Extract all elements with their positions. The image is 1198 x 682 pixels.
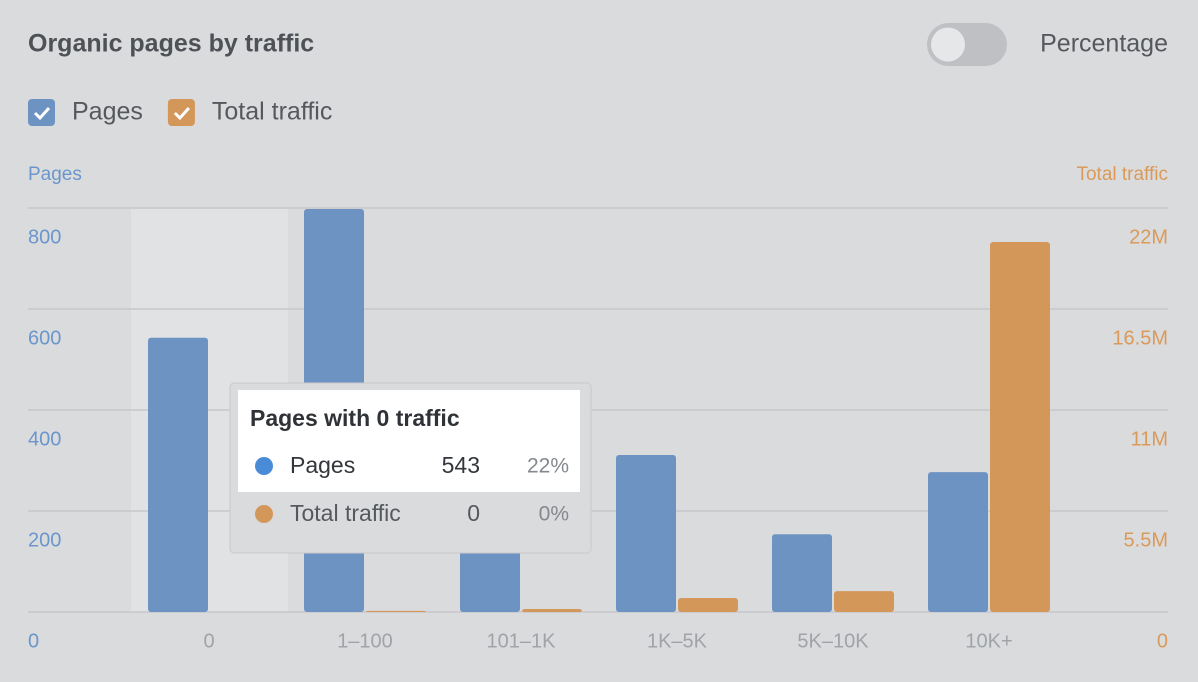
legend-checkbox (28, 99, 55, 126)
bar (928, 472, 988, 612)
bar (678, 598, 738, 612)
legend-label: Total traffic (212, 98, 332, 126)
tooltip-percent: 0% (539, 503, 569, 526)
chart-title: Organic pages by traffic (28, 30, 314, 58)
bar (616, 454, 676, 612)
tooltip-title: Pages with 0 traffic (250, 405, 460, 431)
tooltip-value: 543 (442, 452, 480, 478)
y-tick-label: 0 (28, 630, 39, 652)
x-tick-label: 101–1K (487, 630, 557, 652)
bar (522, 609, 582, 612)
y-tick-label: 600 (28, 327, 61, 349)
tooltip-dot (255, 457, 273, 475)
y-tick-label: 800 (28, 226, 61, 248)
bar (366, 610, 426, 612)
x-tick-label: 1K–5K (647, 630, 708, 652)
tooltip-percent: 22% (527, 455, 569, 478)
y-tick-label: 400 (28, 428, 61, 450)
tooltip-value: 0 (467, 500, 480, 526)
legend-label: Pages (72, 98, 143, 126)
y2-tick-label: 11M (1131, 428, 1168, 450)
y2-tick-label: 16.5M (1112, 327, 1168, 349)
y2-axis-label: Total traffic (1076, 164, 1168, 185)
tooltip-name: Total traffic (290, 500, 401, 526)
x-tick-label: 1–100 (337, 630, 393, 652)
toggle[interactable] (927, 23, 1007, 66)
tooltip-name: Pages (290, 452, 355, 478)
tooltip: Pages with 0 traffic Pages 543 22% Total… (229, 382, 592, 554)
toggle-label: Percentage (1040, 30, 1168, 58)
y-tick-label: 200 (28, 529, 61, 551)
toggle-knob[interactable] (931, 27, 965, 62)
bar (990, 241, 1050, 613)
legend-check (33, 106, 51, 121)
bar (148, 337, 208, 612)
bar (772, 534, 832, 612)
legend-check (173, 106, 191, 121)
x-tick-label: 10K+ (965, 630, 1012, 652)
y2-tick-label: 22M (1129, 226, 1168, 248)
tooltip-dot (255, 505, 273, 523)
x-tick-label: 0 (203, 630, 214, 652)
tooltip-highlight (238, 390, 580, 492)
legend-checkbox (167, 99, 195, 126)
y-axis-label: Pages (28, 164, 82, 185)
y2-tick-label: 0 (1157, 630, 1168, 652)
y2-tick-label: 5.5M (1124, 529, 1168, 551)
bar (834, 591, 894, 612)
x-tick-label: 5K–10K (797, 630, 869, 652)
